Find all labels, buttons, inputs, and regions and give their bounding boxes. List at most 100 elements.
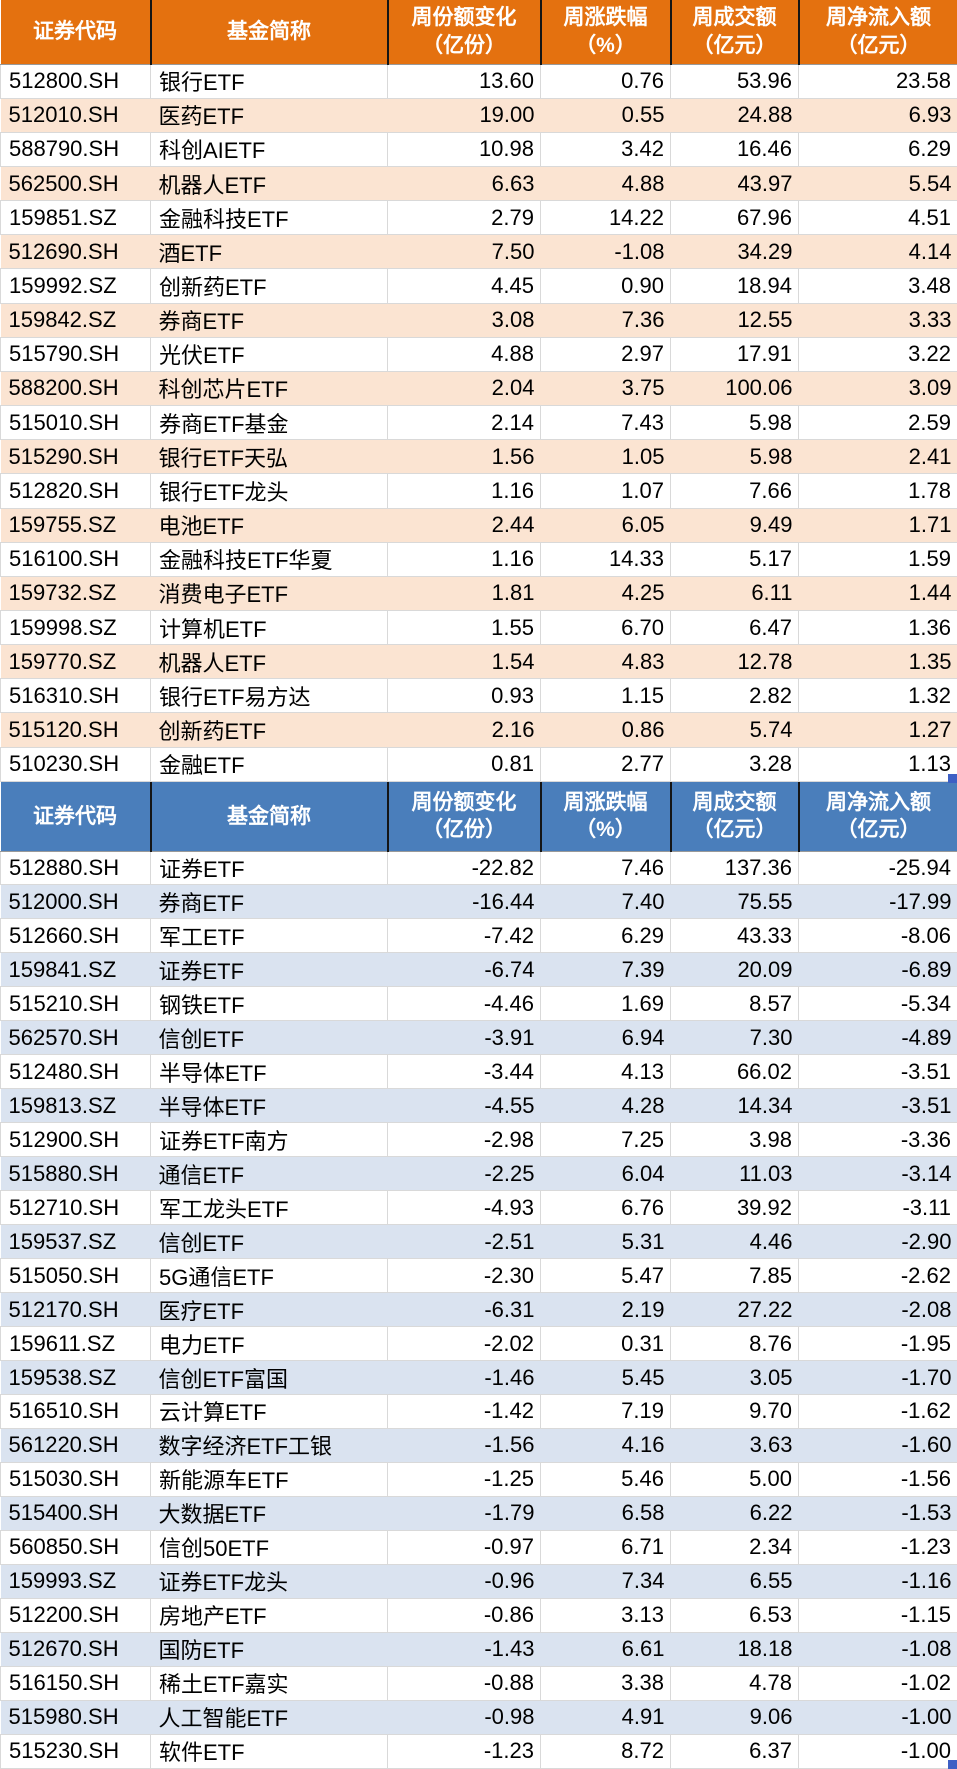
turnover-cell: 16.46 xyxy=(670,131,799,167)
turnover-cell: 17.91 xyxy=(670,336,799,372)
table-row: 516100.SH 金融科技ETF华夏 1.16 14.33 5.17 1.59 xyxy=(0,541,957,577)
turnover-cell: 18.18 xyxy=(670,1632,799,1667)
pct-change-cell: 6.94 xyxy=(540,1020,671,1055)
table-row: 159732.SZ 消费电子ETF 1.81 4.25 6.11 1.44 xyxy=(0,576,957,611)
net-inflow-cell: 1.35 xyxy=(798,644,957,679)
fund-name-cell: 医疗ETF xyxy=(150,1292,388,1327)
code-cell: 510230.SH xyxy=(0,746,151,783)
code-cell: 515400.SH xyxy=(0,1496,151,1531)
outflow-table: 证券代码 基金简称 周份额变化 （亿份） 周涨跌幅 （%） 周成交额 （亿元） … xyxy=(0,782,957,1769)
code-cell: 512670.SH xyxy=(0,1632,151,1667)
selection-fill-handle[interactable] xyxy=(948,774,957,783)
turnover-cell: 7.30 xyxy=(670,1020,799,1055)
code-cell: 561220.SH xyxy=(0,1428,151,1463)
net-inflow-cell: -3.11 xyxy=(798,1190,957,1226)
turnover-cell: 7.66 xyxy=(670,473,799,509)
fund-name-cell: 数字经济ETF工银 xyxy=(150,1428,388,1463)
net-inflow-cell: 1.59 xyxy=(798,541,957,577)
table-row: 512480.SH 半导体ETF -3.44 4.13 66.02 -3.51 xyxy=(0,1054,957,1090)
table-row: 515980.SH 人工智能ETF -0.98 4.91 9.06 -1.00 xyxy=(0,1700,957,1735)
fund-name-cell: 金融科技ETF华夏 xyxy=(150,541,388,577)
code-cell: 159538.SZ xyxy=(0,1360,151,1395)
share-change-cell: 2.16 xyxy=(387,712,541,748)
table-row: 512900.SH 证券ETF南方 -2.98 7.25 3.98 -3.36 xyxy=(0,1122,957,1158)
share-change-cell: -0.96 xyxy=(387,1564,541,1599)
share-change-cell: -2.02 xyxy=(387,1326,541,1362)
fund-name-cell: 信创ETF富国 xyxy=(150,1360,388,1395)
turnover-cell: 8.76 xyxy=(670,1326,799,1362)
code-cell: 512660.SH xyxy=(0,918,151,954)
net-inflow-cell: -1.95 xyxy=(798,1326,957,1362)
pct-change-cell: 14.22 xyxy=(540,200,671,236)
share-change-cell: 2.04 xyxy=(387,371,541,406)
net-inflow-cell: -25.94 xyxy=(798,850,957,886)
table-row: 562570.SH 信创ETF -3.91 6.94 7.30 -4.89 xyxy=(0,1020,957,1055)
share-change-cell: -1.43 xyxy=(387,1632,541,1667)
net-inflow-cell: -1.16 xyxy=(798,1564,957,1599)
code-cell: 516100.SH xyxy=(0,541,151,577)
code-cell: 512480.SH xyxy=(0,1054,151,1090)
code-cell: 515230.SH xyxy=(0,1733,151,1769)
net-inflow-cell: 6.93 xyxy=(798,98,957,133)
turnover-cell: 6.22 xyxy=(670,1496,799,1531)
share-change-cell: -3.44 xyxy=(387,1054,541,1090)
net-inflow-cell: 1.32 xyxy=(798,678,957,714)
fund-name-cell: 机器人ETF xyxy=(150,644,388,679)
code-cell: 159611.SZ xyxy=(0,1326,151,1362)
table-row: 159992.SZ 创新药ETF 4.45 0.90 18.94 3.48 xyxy=(0,268,957,304)
pct-change-cell: 4.88 xyxy=(540,166,671,201)
code-cell: 515030.SH xyxy=(0,1461,151,1497)
fund-name-cell: 计算机ETF xyxy=(150,609,388,646)
code-cell: 515120.SH xyxy=(0,712,151,748)
turnover-cell: 75.55 xyxy=(670,884,799,919)
fund-name-cell: 创新药ETF xyxy=(150,268,388,304)
code-cell: 588790.SH xyxy=(0,131,151,167)
turnover-cell: 34.29 xyxy=(670,234,799,269)
net-inflow-cell: 1.78 xyxy=(798,473,957,509)
column-header-net-inflow: 周净流入额 （亿元） xyxy=(797,0,957,65)
turnover-cell: 6.47 xyxy=(670,609,799,646)
net-inflow-cell: -5.34 xyxy=(798,986,957,1022)
turnover-cell: 5.74 xyxy=(670,712,799,748)
code-cell: 512880.SH xyxy=(0,850,151,886)
code-cell: 159993.SZ xyxy=(0,1564,151,1599)
code-cell: 515210.SH xyxy=(0,986,151,1022)
code-cell: 512000.SH xyxy=(0,884,151,919)
pct-change-cell: 6.61 xyxy=(540,1632,671,1667)
share-change-cell: -4.46 xyxy=(387,986,541,1022)
net-inflow-cell: 3.33 xyxy=(798,303,957,338)
pct-change-cell: 7.36 xyxy=(540,303,671,338)
net-inflow-cell: 23.58 xyxy=(798,63,957,99)
column-header-share-change: 周份额变化 （亿份） xyxy=(386,0,541,65)
table-row: 515790.SH 光伏ETF 4.88 2.97 17.91 3.22 xyxy=(0,336,957,372)
net-inflow-cell: 1.27 xyxy=(798,712,957,748)
code-cell: 159851.SZ xyxy=(0,200,151,236)
net-inflow-cell: 1.44 xyxy=(798,576,957,611)
table-row: 512880.SH 证券ETF -22.82 7.46 137.36 -25.94 xyxy=(0,850,957,886)
pct-change-cell: 6.70 xyxy=(540,609,671,646)
share-change-cell: 1.54 xyxy=(387,644,541,679)
turnover-cell: 67.96 xyxy=(670,200,799,236)
pct-change-cell: 0.90 xyxy=(540,268,671,304)
pct-change-cell: 6.05 xyxy=(540,508,671,543)
column-header-pct-change: 周涨跌幅 （%） xyxy=(539,0,671,65)
fund-name-cell: 金融科技ETF xyxy=(150,200,388,236)
selection-fill-handle[interactable] xyxy=(948,1760,957,1769)
net-inflow-cell: -1.00 xyxy=(798,1733,957,1769)
fund-name-cell: 证券ETF龙头 xyxy=(150,1564,388,1599)
fund-name-cell: 军工龙头ETF xyxy=(150,1190,388,1226)
net-inflow-cell: 3.09 xyxy=(798,371,957,406)
table-row: 588790.SH 科创AIETF 10.98 3.42 16.46 6.29 xyxy=(0,131,957,167)
code-cell: 159755.SZ xyxy=(0,508,151,543)
pct-change-cell: 3.38 xyxy=(540,1665,671,1701)
net-inflow-cell: -1.56 xyxy=(798,1461,957,1497)
pct-change-cell: 5.46 xyxy=(540,1461,671,1497)
fund-name-cell: 5G通信ETF xyxy=(150,1258,388,1294)
table-row: 515230.SH 软件ETF -1.23 8.72 6.37 -1.00 xyxy=(0,1733,957,1769)
pct-change-cell: 6.71 xyxy=(540,1529,671,1565)
outflow-table-header: 证券代码 基金简称 周份额变化 （亿份） 周涨跌幅 （%） 周成交额 （亿元） … xyxy=(0,782,957,852)
code-cell: 159842.SZ xyxy=(0,303,151,338)
turnover-cell: 100.06 xyxy=(670,371,799,406)
table-row: 512000.SH 券商ETF -16.44 7.40 75.55 -17.99 xyxy=(0,884,957,919)
share-change-cell: -2.30 xyxy=(387,1258,541,1294)
